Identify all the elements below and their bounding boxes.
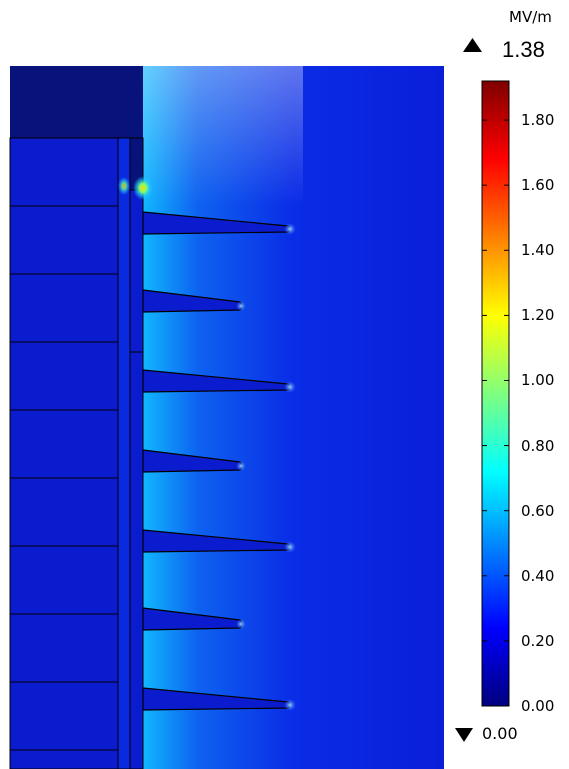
field-upper-glow — [143, 66, 303, 206]
colorbar-scale — [481, 80, 510, 707]
hotspot-gap — [118, 177, 130, 195]
shed-tip-glows — [236, 223, 296, 711]
gap-strip — [117, 137, 131, 769]
triangle-up-icon — [463, 38, 482, 52]
hotspot-triple-point — [133, 176, 153, 200]
colorbar-tick-label: 0.80 — [521, 436, 555, 455]
max-value-label: 1.38 — [498, 37, 549, 63]
colorbar-ticks — [482, 119, 509, 707]
colorbar-tick-label: 0.00 — [521, 697, 555, 715]
rod — [129, 189, 144, 769]
colorbar-tick-label: 0.20 — [521, 631, 555, 650]
colorbar-unit: MV/m — [509, 8, 552, 26]
insulator-column — [9, 137, 119, 769]
colorbar-tick-label: 0.60 — [521, 501, 555, 520]
colorbar-tick-label: 1.20 — [521, 306, 555, 325]
colorbar-tick-label: 1.40 — [521, 241, 555, 260]
min-value-label: 0.00 — [482, 724, 518, 743]
colorbar-tick-label: 0.40 — [521, 566, 555, 585]
triangle-down-icon — [455, 728, 473, 742]
colorbar-tick-label: 1.60 — [521, 176, 555, 195]
colorbar-tick-label: 1.80 — [521, 111, 555, 130]
colorbar-tick-label: 1.00 — [521, 371, 555, 390]
insulator-divider-lines — [10, 205, 118, 751]
electrode-block — [10, 66, 143, 138]
